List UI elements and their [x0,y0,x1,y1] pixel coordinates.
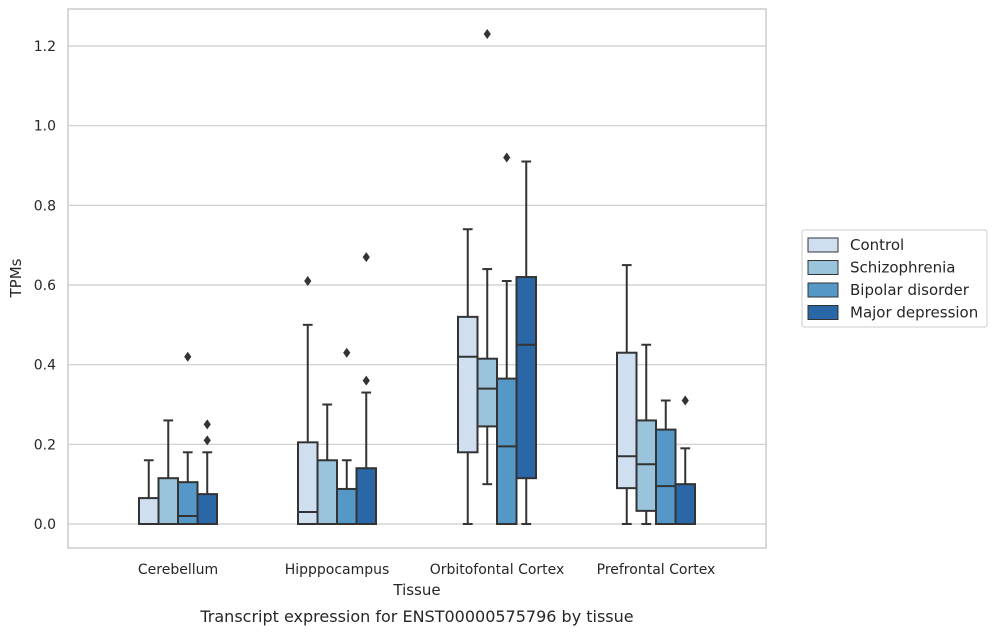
outlier-point [343,347,351,358]
box-control [297,276,319,526]
x-tick-label: Cerebellum [138,562,218,578]
box-body [177,481,199,525]
outlier-point [503,152,511,163]
y-tick-label: 0.0 [34,517,56,533]
y-tick-label: 0.6 [34,278,56,294]
box-bipolar-disorder [336,347,358,525]
outlier-point [203,419,211,430]
x-tick-label: Hipppocampus [285,562,390,578]
y-axis-title: TPMs [7,258,25,298]
box-major-depression [515,160,537,525]
x-tick-labels: Cerebellum Hipppocampus Orbitofontal Corte… [138,562,715,578]
box-bipolar-disorder [655,399,677,525]
legend-label: Control [850,236,904,254]
box-body [655,428,677,525]
gridlines [68,45,766,525]
outlier-point [483,29,491,40]
legend-swatch [807,237,839,253]
outlier-point [362,252,370,263]
box-control [138,459,160,526]
box-schizophrenia [157,419,179,526]
y-tick-label: 0.8 [34,198,56,214]
box-control [457,228,479,525]
box-schizophrenia [635,343,657,525]
outlier-point [362,375,370,386]
box-body [674,483,696,525]
y-tick-label: 1.0 [34,119,56,135]
box-body [157,477,179,526]
x-tick-label: Orbitofontal Cortex [430,562,565,578]
legend: Control Schizophrenia Bipolar disorder Majo… [801,229,988,328]
outlier-point [203,435,211,446]
box-body [496,377,518,525]
box-body [316,459,338,525]
box-body [355,467,377,526]
box-body [457,315,479,454]
legend-swatch [807,260,839,275]
box-control [616,264,638,525]
outlier-point [681,395,689,406]
box-body [476,357,498,428]
box-body [138,497,160,526]
box-body [515,276,537,480]
box-groups [138,29,696,526]
box-major-depression [355,252,377,526]
y-tick-label: 0.2 [34,437,56,453]
box-bipolar-disorder [496,152,518,525]
outlier-point [304,276,312,287]
x-axis-title: Tissue [392,581,440,599]
y-tick-labels: 0.0 0.2 0.4 0.6 0.8 1.0 1.2 [34,39,56,533]
outlier-point [184,351,192,362]
box-schizophrenia [476,29,498,486]
box-major-depression [674,395,696,525]
legend-label: Schizophrenia [850,259,955,277]
box-major-depression [196,419,218,525]
legend-swatch [807,282,839,298]
box-body [616,351,638,490]
box-body [336,487,358,525]
y-tick-label: 0.4 [34,358,56,374]
chart-caption: Transcript expression for ENST0000057579… [199,607,633,626]
box-body [196,493,218,525]
legend-swatch [807,305,839,320]
box-schizophrenia [316,403,338,525]
y-tick-label: 1.2 [34,39,56,55]
box-bipolar-disorder [177,351,199,525]
plot-frame [67,8,767,549]
box-body [635,419,657,512]
legend-label: Major depression [850,304,978,322]
x-tick-label: Prefrontal Cortex [597,562,716,578]
legend-label: Bipolar disorder [850,281,970,299]
legend-frame [801,229,988,328]
